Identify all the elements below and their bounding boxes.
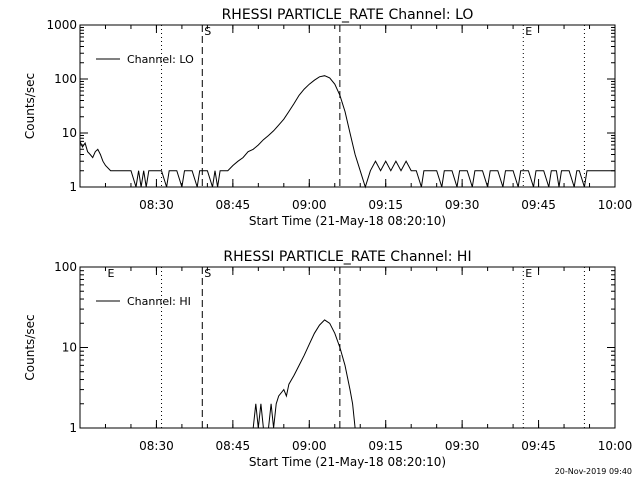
chart1-series-line [79,75,615,189]
chart2-x-tick-label: 09:45 [521,439,556,453]
chart2-x-tick-label: 09:00 [292,439,327,453]
chart2-x-tick-label: 09:30 [445,439,480,453]
chart1-x-tick-label: 08:30 [139,198,174,212]
chart2-y-tick-label: 10 [62,341,77,355]
chart2-x-axis-label: Start Time (21-May-18 08:20:10) [249,455,446,469]
chart2-plot-frame [79,266,616,429]
chart1-panel: RHESSI PARTICLE_RATE Channel: LO Counts/s… [23,7,632,228]
chart1-y-tick-label: 1000 [46,18,77,32]
chart2-x-tick-label: 08:45 [216,439,251,453]
chart1-y-tick-label: 1 [69,180,77,194]
chart1-y-axis-label: Counts/sec [23,73,37,139]
chart2-x-tick-label: 10:00 [598,439,633,453]
chart2-series-line [252,319,356,429]
chart1-y-tick-label: 100 [54,72,77,86]
chart1-legend-label: Channel: LO [127,53,194,66]
chart1-plot-frame [79,24,616,188]
chart1-marker-label: E [525,25,532,38]
chart1-y-tick-label: 10 [62,126,77,140]
chart2-marker-label: E [107,267,114,280]
chart2-marker-label: E [525,267,532,280]
chart1-marker-label: S [204,25,211,38]
footer-timestamp: 20-Nov-2019 09:40 [555,467,632,476]
chart2-marker-label: S [204,267,211,280]
chart2-y-axis-label: Counts/sec [23,314,37,380]
chart2-y-tick-label: 1 [69,421,77,435]
chart2-panel: RHESSI PARTICLE_RATE Channel: HI Counts/s… [23,249,632,469]
chart1-x-tick-label: 09:30 [445,198,480,212]
chart1-x-tick-label: 09:15 [368,198,403,212]
chart1-x-axis-label: Start Time (21-May-18 08:20:10) [249,214,446,228]
chart2-y-tick-label: 100 [54,260,77,274]
chart2-x-tick-label: 08:30 [139,439,174,453]
chart2-legend-label: Channel: HI [127,295,191,308]
chart1-x-tick-label: 08:45 [216,198,251,212]
chart2-title: RHESSI PARTICLE_RATE Channel: HI [223,249,471,265]
chart1-x-tick-label: 09:00 [292,198,327,212]
chart1-x-tick-label: 10:00 [598,198,633,212]
chart2-x-tick-label: 09:15 [368,439,403,453]
chart1-x-tick-label: 09:45 [521,198,556,212]
chart1-title: RHESSI PARTICLE_RATE Channel: LO [222,7,474,23]
